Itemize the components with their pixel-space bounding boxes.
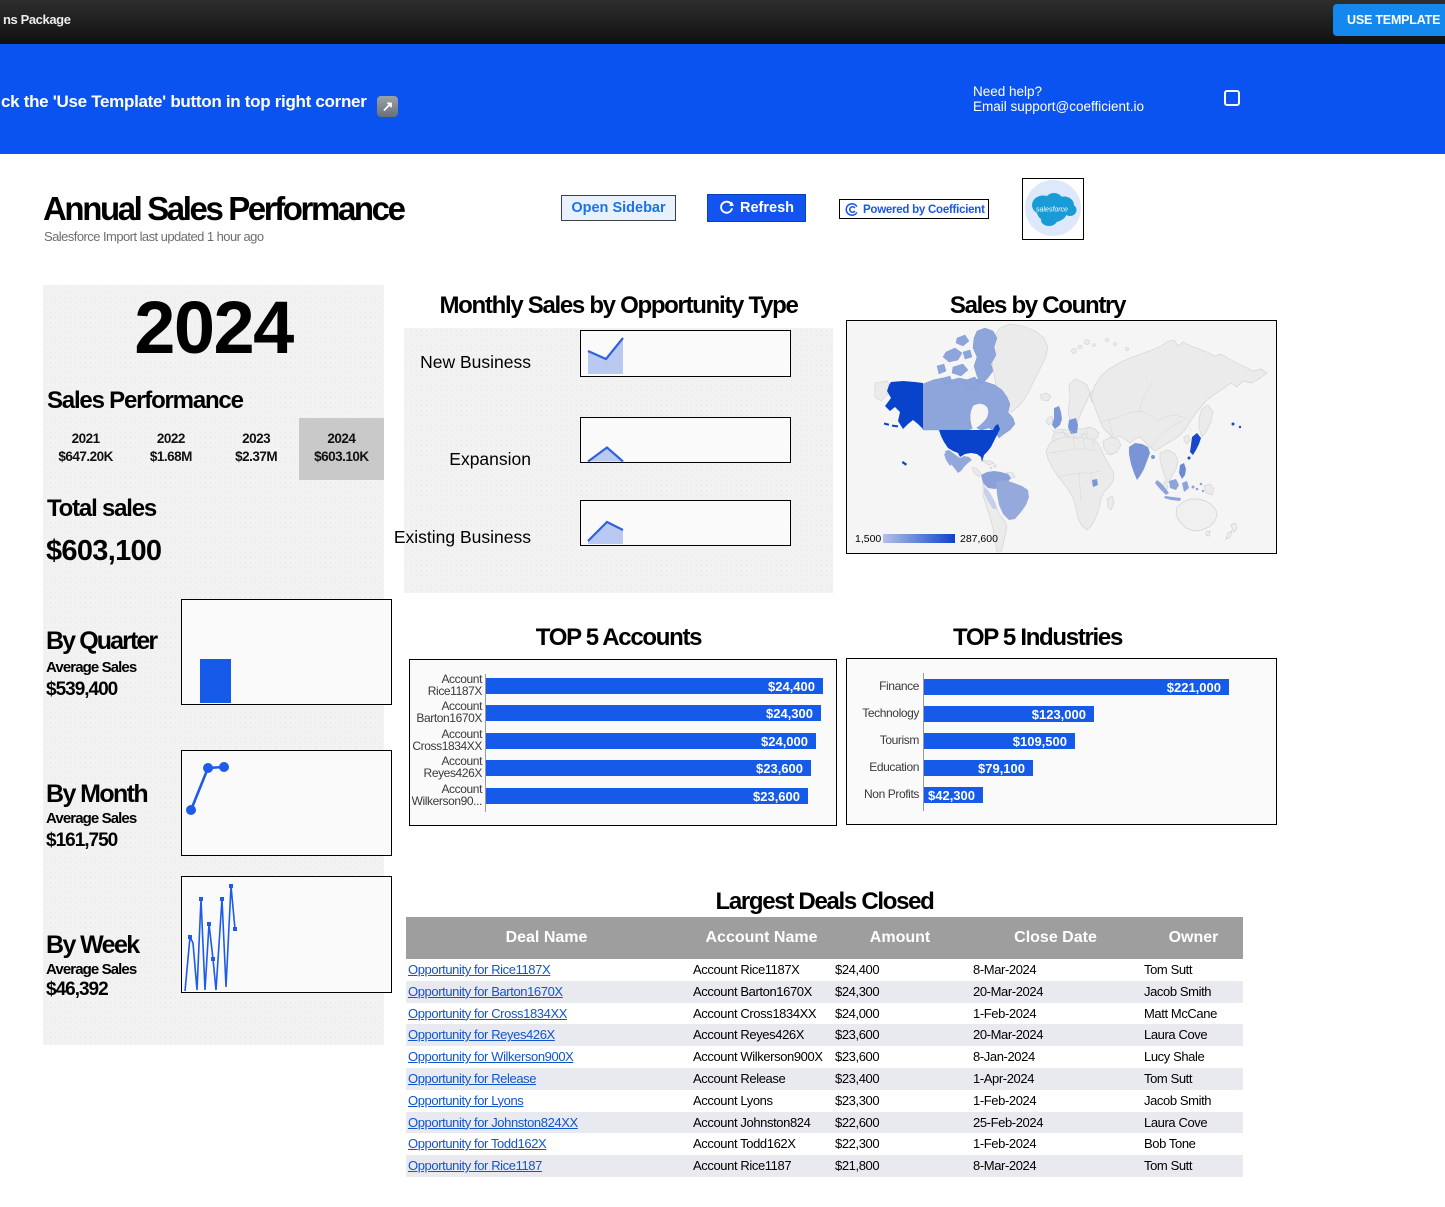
svg-text:salesforce: salesforce <box>1036 207 1068 214</box>
svg-text:1,500: 1,500 <box>855 533 881 545</box>
svg-text:287,600: 287,600 <box>960 533 998 545</box>
